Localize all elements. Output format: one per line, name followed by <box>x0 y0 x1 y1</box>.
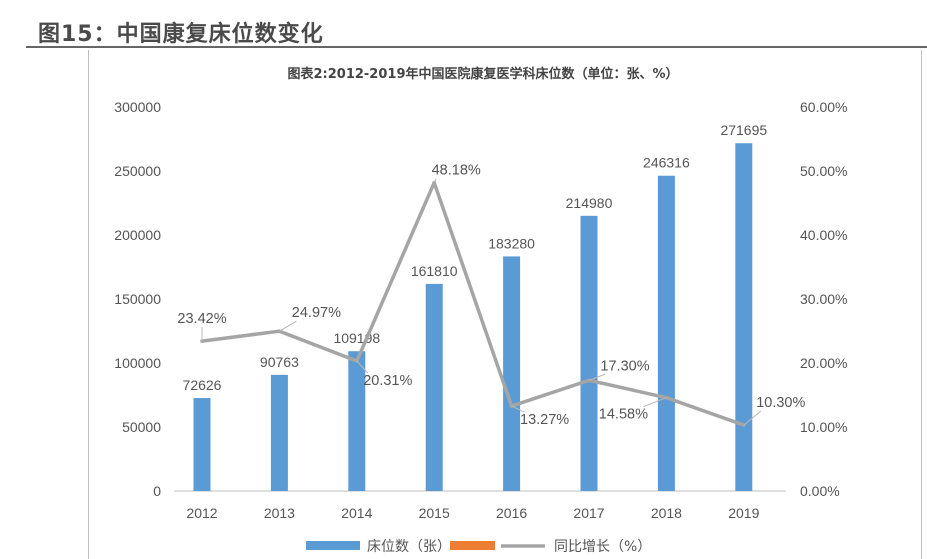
line-data-label: 23.42% <box>177 311 226 327</box>
right-tick-label: 60.00% <box>800 99 847 115</box>
bar-data-labels: 72626 90763 109198 161810 183280 214980 246316… <box>183 122 768 393</box>
bar-data-label: 72626 <box>183 377 222 393</box>
bar-data-label: 246316 <box>643 155 690 171</box>
bar <box>580 215 598 491</box>
right-tick-label: 0.00% <box>800 483 840 499</box>
left-tick-label: 150000 <box>114 291 161 307</box>
label-leader <box>643 397 667 408</box>
line-data-label: 17.30% <box>600 358 649 374</box>
left-tick-label: 0 <box>153 483 161 499</box>
x-tick-label: 2016 <box>496 505 527 521</box>
right-tick-label: 50.00% <box>800 163 847 179</box>
line-data-labels: 23.42% 24.97% 20.31% 48.18% 13.27% 17.30% 14.5… <box>177 163 805 428</box>
label-leader <box>743 410 762 426</box>
figure-title: 图15：中国康复床位数变化 <box>38 22 324 47</box>
right-axis: 0.00% 10.00% 20.00% 30.00% 40.00% 50.00% 60.00… <box>800 99 847 499</box>
line-data-label: 48.18% <box>432 163 481 179</box>
legend: 床位数（张） 同比增长（%） <box>306 539 651 555</box>
bar-data-label: 183280 <box>488 235 535 251</box>
left-tick-label: 200000 <box>114 227 161 243</box>
bar-data-label: 271695 <box>720 122 767 138</box>
chart-frame <box>88 50 922 559</box>
title-rule <box>26 46 927 48</box>
bar <box>657 175 675 491</box>
line-point <box>587 378 591 383</box>
label-leader <box>433 178 437 183</box>
line-data-label: 10.30% <box>756 395 805 411</box>
label-leader <box>279 320 297 332</box>
bar-data-label: 161810 <box>411 263 458 279</box>
x-tick-label: 2018 <box>651 505 682 521</box>
bar-data-label: 214980 <box>566 195 613 211</box>
left-tick-label: 250000 <box>114 163 161 179</box>
line-data-label: 20.31% <box>363 373 412 389</box>
legend-swatch-orange <box>450 541 495 550</box>
x-tick-label: 2013 <box>264 505 295 521</box>
bar-data-label: 90763 <box>260 354 299 370</box>
bar <box>503 256 521 491</box>
bar <box>270 374 288 491</box>
right-tick-label: 20.00% <box>800 355 847 371</box>
x-axis: 2012 2013 2014 2015 2016 2017 2018 2019 <box>186 505 759 521</box>
left-tick-label: 100000 <box>114 355 161 371</box>
x-tick-label: 2015 <box>419 505 450 521</box>
growth-line <box>201 180 745 427</box>
legend-label-bars: 床位数（张） <box>367 539 451 555</box>
legend-label-line: 同比增长（%） <box>554 539 651 555</box>
line-data-label: 13.27% <box>520 412 569 428</box>
chart-title: 图表2:2012-2019年中国医院康复医学科床位数（单位：张、%） <box>287 66 678 82</box>
bar <box>425 283 443 491</box>
legend-swatch-bars <box>306 541 360 550</box>
bar-data-label: 109198 <box>333 330 380 346</box>
x-tick-label: 2014 <box>341 505 372 521</box>
right-tick-label: 40.00% <box>800 227 847 243</box>
line-data-label: 24.97% <box>292 305 341 321</box>
right-tick-label: 10.00% <box>800 419 847 435</box>
bar <box>348 351 366 491</box>
label-leader <box>588 373 606 381</box>
label-leader <box>511 405 525 413</box>
x-tick-label: 2017 <box>573 505 604 521</box>
x-tick-label: 2012 <box>186 505 217 521</box>
left-axis: 0 50000 100000 150000 200000 250000 300000 <box>114 99 161 499</box>
label-leader <box>356 360 369 374</box>
bar-series <box>193 143 753 491</box>
bar <box>193 398 211 491</box>
bar <box>735 143 753 491</box>
left-tick-label: 50000 <box>122 419 161 435</box>
left-tick-label: 300000 <box>114 99 161 115</box>
line-data-label: 14.58% <box>599 407 648 423</box>
x-tick-label: 2019 <box>728 505 759 521</box>
right-tick-label: 30.00% <box>800 291 847 307</box>
